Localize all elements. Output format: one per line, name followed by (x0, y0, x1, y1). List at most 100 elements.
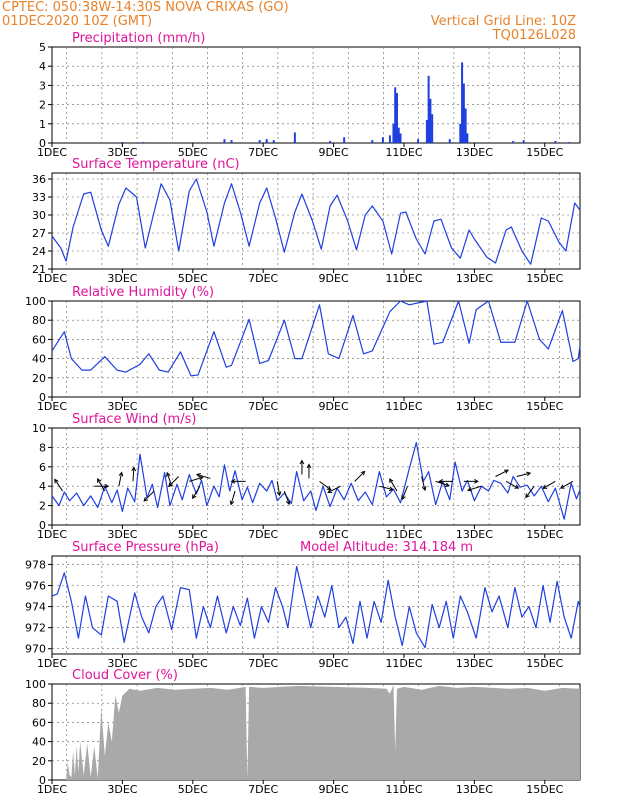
x-tick-label: 13DEC (456, 657, 493, 670)
wind-arrow (516, 472, 531, 477)
precip-bar (381, 137, 384, 143)
x-tick-label: 13DEC (456, 528, 493, 541)
y-tick-label: 1 (39, 118, 46, 131)
panel-title: Cloud Cover (%) (72, 668, 178, 683)
x-tick-label: 15DEC (526, 400, 563, 413)
wind-arrow-head (474, 478, 479, 484)
precip-bar (512, 141, 515, 143)
wind-arrow (132, 467, 135, 482)
panel-3 (48, 300, 581, 401)
wind-arrow-head (131, 466, 137, 472)
y-tick-label: 20 (32, 372, 46, 385)
wind-arrow-head (230, 478, 236, 484)
y-tick-label: 100 (25, 295, 46, 308)
y-tick-label: 30 (32, 209, 46, 222)
wind-arrow (327, 485, 341, 493)
wind-arrow (467, 485, 482, 491)
precip-bar (395, 93, 398, 143)
wind-arrow (401, 486, 408, 500)
x-tick-label: 15DEC (526, 146, 563, 159)
wind-arrow-head (401, 495, 406, 501)
wind-arrow (505, 480, 519, 489)
precip-bar (343, 137, 346, 143)
x-tick-label: 3DEC (107, 146, 137, 159)
x-tick-label: 13DEC (456, 400, 493, 413)
panel-title: Surface Wind (m/s) (72, 412, 196, 427)
x-tick-label: 9DEC (319, 400, 349, 413)
wind-arrow-head (192, 494, 197, 500)
x-tick-label: 3DEC (107, 528, 137, 541)
series-line (51, 178, 581, 265)
y-tick-label: 976 (25, 580, 46, 593)
wind-arrow (389, 478, 398, 492)
wind-arrow-head (526, 471, 532, 477)
x-tick-label: 1DEC (37, 528, 67, 541)
precip-bar (142, 142, 145, 143)
x-tick-label: 15DEC (526, 657, 563, 670)
wind-arrow-head (444, 482, 450, 487)
y-tick-label: 24 (32, 245, 46, 258)
wind-arrow-head (118, 471, 124, 477)
precip-bar (427, 75, 430, 143)
precip-bar (230, 140, 233, 143)
wind-arrow (196, 473, 211, 479)
precip-bar (397, 127, 400, 143)
wind-arrow-head (542, 484, 548, 489)
wind-arrow (54, 479, 63, 492)
precip-bar (272, 140, 275, 143)
wind-arrow-head (285, 500, 291, 506)
x-tick-label: 7DEC (248, 400, 278, 413)
x-tick-label: 7DEC (248, 657, 278, 670)
y-tick-label: 2 (39, 500, 46, 513)
y-tick-label: 4 (39, 60, 46, 73)
precip-bar (223, 139, 226, 143)
y-tick-label: 970 (25, 643, 46, 656)
wind-arrow-head (229, 500, 235, 506)
wind-arrow (192, 485, 201, 499)
x-tick-label: 1DEC (37, 657, 67, 670)
precip-bar (417, 139, 420, 143)
y-tick-label: 2 (39, 99, 46, 112)
x-tick-label: 9DEC (319, 657, 349, 670)
wind-arrow-head (143, 496, 149, 502)
x-tick-label: 1DEC (37, 400, 67, 413)
wind-arrow-head (97, 478, 102, 484)
x-tick-label: 11DEC (385, 146, 422, 159)
precip-bar (329, 141, 332, 143)
y-tick-label: 100 (25, 678, 46, 691)
x-tick-label: 5DEC (178, 528, 208, 541)
header-station: CPTEC: 050:38W-14:30S NOVA CRIXAS (GO) (2, 0, 289, 15)
wind-arrow (495, 469, 509, 477)
wind-arrow (379, 485, 394, 491)
panel-title: Surface Pressure (hPa) (72, 540, 219, 555)
wind-arrow (319, 480, 332, 491)
panel-title: Precipitation (mm/h) (72, 31, 205, 46)
x-tick-label: 15DEC (526, 272, 563, 285)
wind-arrow-head (438, 478, 444, 484)
precip-bar (464, 108, 467, 143)
wind-arrow (276, 481, 281, 496)
x-tick-label: 5DEC (178, 272, 208, 285)
x-tick-label: 13DEC (456, 783, 493, 796)
wind-arrow (354, 471, 365, 482)
y-tick-label: 33 (32, 191, 46, 204)
y-tick-label: 0 (39, 137, 46, 150)
series-line (51, 300, 581, 377)
panel-2 (48, 172, 581, 273)
y-tick-label: 40 (32, 353, 46, 366)
wind-arrow-head (54, 478, 59, 484)
y-tick-label: 3 (39, 79, 46, 92)
y-tick-label: 60 (32, 333, 46, 346)
y-tick-label: 0 (39, 391, 46, 404)
wind-arrow (189, 476, 203, 482)
y-tick-label: 8 (39, 441, 46, 454)
wind-arrow (118, 472, 123, 487)
precip-bar (431, 114, 434, 143)
x-tick-label: 7DEC (248, 272, 278, 285)
panel-annotation: Model Altitude: 314.184 m (300, 540, 473, 555)
wind-arrow-head (388, 486, 394, 492)
x-tick-label: 9DEC (319, 272, 349, 285)
precip-bar (522, 140, 525, 143)
x-tick-label: 9DEC (319, 146, 349, 159)
